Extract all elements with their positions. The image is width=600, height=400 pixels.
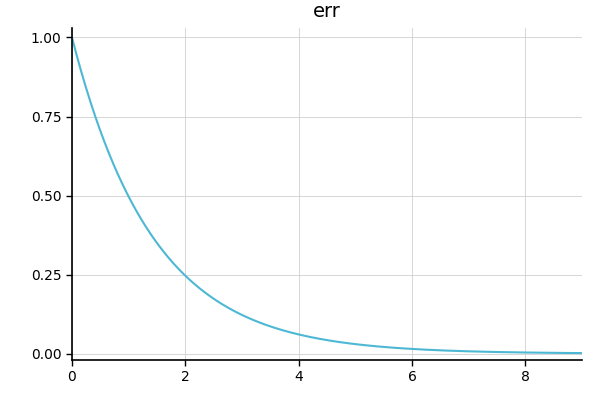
Title: err: err xyxy=(313,2,341,21)
